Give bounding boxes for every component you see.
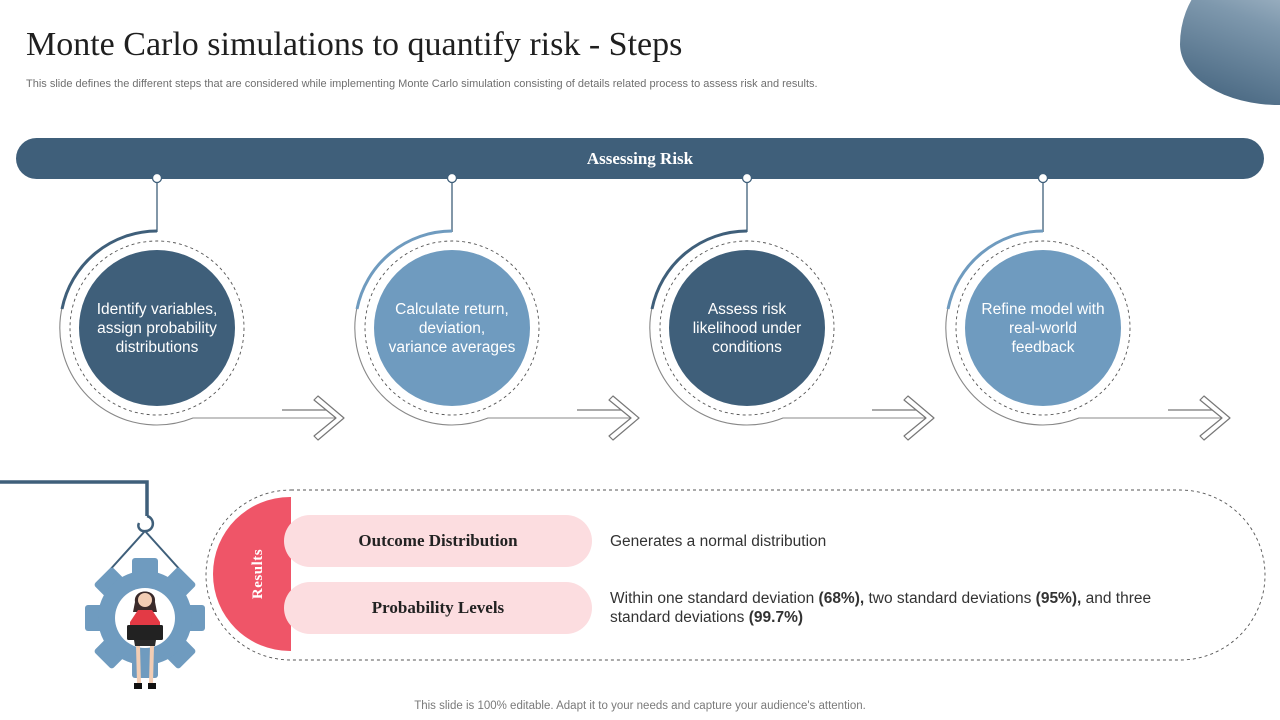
step-2-dashed-ring (364, 240, 540, 416)
probability-levels-label: Probability Levels (371, 598, 505, 617)
hook-icon (137, 514, 155, 533)
results-label: Results (250, 548, 266, 600)
step-1-text: Identify variables, assign probability d… (96, 300, 218, 356)
step-3-text: Assess risk likelihood under conditions (692, 300, 802, 356)
probability-value-99-7: (99.7%) (748, 609, 804, 626)
probability-value-95: (95%), (1035, 590, 1082, 607)
probability-value-68: (68%), (818, 590, 865, 607)
outcome-description-text: Generates a normal distribution (610, 533, 827, 550)
step-1-circle: Identify variables, assign probability d… (79, 250, 235, 406)
hanger-line (0, 480, 149, 516)
step-4-circle: Refine model with real-world feedback (965, 250, 1121, 406)
probability-levels-pill: Probability Levels (284, 582, 592, 634)
step-1-arrow-icon (282, 395, 345, 441)
step-2-ring-accent (355, 229, 453, 310)
page-subtitle: This slide defines the different steps t… (26, 78, 818, 90)
probability-text-3: and three standard deviations (610, 590, 1152, 626)
page-title: Monte Carlo simulations to quantify risk… (26, 26, 683, 63)
step-3-connector (741, 172, 753, 232)
probability-text-1: Within one standard deviation (610, 590, 819, 607)
step-3-ring-accent (650, 229, 748, 310)
outcome-distribution-label: Outcome Distribution (358, 531, 518, 550)
step-4-arrow-icon (1168, 395, 1231, 441)
footer-note: This slide is 100% editable. Adapt it to… (414, 700, 866, 712)
step-3-arrow-icon (872, 395, 935, 441)
step-2-connector (446, 172, 458, 232)
step-1-dashed-ring (69, 240, 245, 416)
step-3-dashed-ring (659, 240, 835, 416)
outcome-distribution-pill: Outcome Distribution (284, 515, 592, 567)
results-dashed-frame (205, 489, 1266, 661)
step-1-connector (151, 172, 163, 232)
assessing-risk-banner: Assessing Risk (16, 138, 1264, 179)
probability-levels-description: Within one standard deviation (68%), two… (610, 589, 1210, 627)
probability-text-2: two standard deviations (864, 590, 1036, 607)
hanger-ropes (107, 530, 183, 573)
person-with-laptop-icon (127, 591, 163, 689)
step-2-arrow-icon (577, 395, 640, 441)
step-1-ring-accent (60, 229, 158, 310)
step-4-connector (1037, 172, 1049, 232)
step-2-text: Calculate return, deviation, variance av… (388, 300, 516, 356)
step-2-circle: Calculate return, deviation, variance av… (374, 250, 530, 406)
step-4-dashed-ring (955, 240, 1131, 416)
step-4-text: Refine model with real-world feedback (981, 300, 1105, 356)
banner-label: Assessing Risk (586, 148, 694, 168)
outcome-distribution-description: Generates a normal distribution (610, 532, 826, 551)
step-4-ring-accent (946, 229, 1044, 310)
step-3-circle: Assess risk likelihood under conditions (669, 250, 825, 406)
